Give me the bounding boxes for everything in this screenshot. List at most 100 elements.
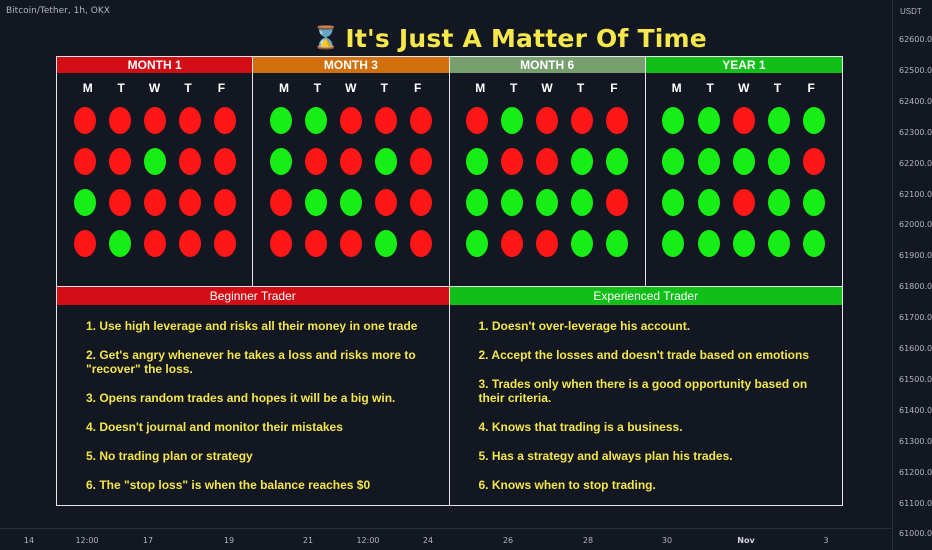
win-dot <box>697 107 720 134</box>
win-dot <box>768 148 791 175</box>
loss-dot <box>606 189 629 216</box>
price-tick: 61600.0 <box>899 344 932 353</box>
loss-dot <box>803 148 826 175</box>
time-tick: 12:00 <box>75 536 99 545</box>
trait-item: 5. Has a strategy and always plan his tr… <box>478 449 733 463</box>
win-dot <box>536 189 559 216</box>
time-tick: 26 <box>502 536 514 545</box>
price-tick: 61900.0 <box>899 251 932 261</box>
trait-item: 6. The "stop loss" is when the balance r… <box>86 478 371 492</box>
loss-dot <box>143 230 166 257</box>
loss-dot <box>304 230 327 257</box>
period-panel: MONTH 6 M T W T F <box>449 57 646 286</box>
loss-dot <box>409 107 432 134</box>
period-header: YEAR 1 <box>645 57 842 73</box>
loss-dot <box>304 148 327 175</box>
weekday-label: M <box>82 81 93 95</box>
weekday-label: M <box>278 81 289 95</box>
time-tick: 28 <box>582 536 594 545</box>
weekday-label: F <box>807 81 815 95</box>
loss-dot <box>178 148 201 175</box>
result-grid <box>450 95 645 257</box>
weekday-label: M <box>475 81 486 95</box>
win-dot <box>732 148 755 175</box>
loss-dot <box>571 107 594 134</box>
loss-dot <box>269 230 292 257</box>
time-tick: 12:00 <box>356 536 380 545</box>
trader-header: Experienced Trader <box>449 287 842 305</box>
loss-dot <box>213 107 236 134</box>
win-dot <box>803 107 826 134</box>
price-tick: 62500.0 <box>899 65 932 75</box>
price-tick: 62000.0 <box>899 220 932 230</box>
loss-dot <box>213 148 236 175</box>
win-dot <box>697 148 720 175</box>
win-dot <box>662 148 685 175</box>
weekday-label: F <box>610 81 618 95</box>
win-dot <box>339 189 362 216</box>
win-dot <box>466 148 489 175</box>
page-title: ⌛ It's Just A Matter Of Time <box>312 22 707 54</box>
price-tick: 62600.0 <box>899 35 932 44</box>
time-tick: 24 <box>422 536 434 545</box>
price-tick: 61700.0 <box>899 313 932 323</box>
win-dot <box>571 189 594 216</box>
loss-dot <box>536 230 559 257</box>
period-header: MONTH 1 <box>57 57 253 73</box>
price-tick: 61100.0 <box>899 498 932 508</box>
loss-dot <box>178 189 201 216</box>
trait-item: 6. Knows when to stop trading. <box>478 478 656 492</box>
win-dot <box>571 148 594 175</box>
price-tick: 62100.0 <box>899 189 932 199</box>
period-header: MONTH 6 <box>449 57 645 73</box>
price-tick: 61500.0 <box>899 374 932 384</box>
win-dot <box>466 189 489 216</box>
win-dot <box>768 107 791 134</box>
win-dot <box>269 107 292 134</box>
time-tick: Nov <box>737 536 755 545</box>
trader-traits-list: 1. Use high leverage and risks all their… <box>57 305 449 492</box>
loss-dot <box>213 230 236 257</box>
weekday-label: T <box>576 81 585 95</box>
trader-header: Beginner Trader <box>57 287 449 305</box>
win-dot <box>304 189 327 216</box>
trait-item: 4. Doesn't journal and monitor their mis… <box>86 420 343 434</box>
win-dot <box>803 189 826 216</box>
weekday-label: W <box>345 81 357 95</box>
win-dot <box>768 189 791 216</box>
win-dot <box>466 230 489 257</box>
loss-dot <box>269 189 292 216</box>
trader-panels: Beginner Trader 1. Use high leverage and … <box>57 287 842 505</box>
weekday-label: T <box>184 81 192 95</box>
win-dot <box>732 230 755 257</box>
weekday-label: T <box>509 81 518 95</box>
price-tick: 62400.0 <box>899 96 932 106</box>
price-tick: 61400.0 <box>899 405 932 415</box>
loss-dot <box>73 230 96 257</box>
time-tick: 21 <box>302 536 314 545</box>
loss-dot <box>374 189 397 216</box>
loss-dot <box>501 230 524 257</box>
price-axis[interactable] <box>892 0 932 550</box>
win-dot <box>662 107 685 134</box>
loss-dot <box>409 148 432 175</box>
weekday-label: T <box>380 81 388 95</box>
time-tick: 19 <box>223 536 235 545</box>
loss-dot <box>409 189 432 216</box>
win-dot <box>143 148 166 175</box>
trait-item: 2. Accept the losses and doesn't trade b… <box>478 348 810 362</box>
time-axis[interactable] <box>0 528 892 550</box>
chart-symbol-label[interactable]: Bitcoin/Tether, 1h, OKX <box>6 6 110 16</box>
trait-item: 3. Opens random trades and hopes it will… <box>86 391 396 405</box>
beginner-trader-panel: Beginner Trader 1. Use high leverage and … <box>57 287 450 505</box>
win-dot <box>501 107 524 134</box>
loss-dot <box>108 107 131 134</box>
win-dot <box>571 230 594 257</box>
trait-item: 4. Knows that trading is a business. <box>478 420 683 434</box>
period-panels: MONTH 1 M T W T F MONTH 3 M T W T F MONTH 6 M T W T F YEAR… <box>57 57 842 287</box>
loss-dot <box>339 230 362 257</box>
result-grid <box>253 95 448 257</box>
price-tick: 62300.0 <box>899 127 932 137</box>
